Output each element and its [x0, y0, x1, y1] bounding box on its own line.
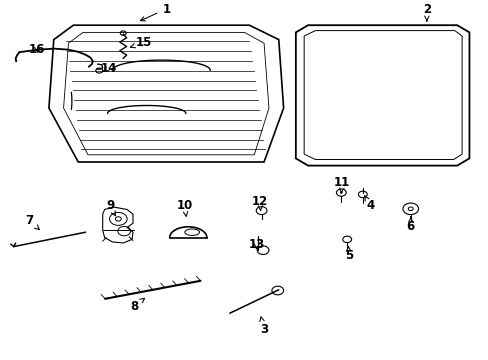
Text: 5: 5 — [345, 246, 352, 262]
Text: 14: 14 — [100, 62, 117, 75]
Text: 6: 6 — [406, 217, 414, 233]
Text: 13: 13 — [248, 238, 264, 251]
Text: 16: 16 — [29, 43, 45, 56]
Text: 10: 10 — [176, 199, 193, 216]
Text: 11: 11 — [333, 176, 350, 193]
Text: 1: 1 — [140, 3, 170, 21]
Text: 8: 8 — [130, 298, 144, 312]
Circle shape — [339, 192, 342, 194]
Text: 7: 7 — [25, 214, 39, 230]
Text: 4: 4 — [364, 196, 373, 212]
Text: 15: 15 — [130, 36, 152, 49]
Text: 3: 3 — [259, 317, 267, 336]
Text: 9: 9 — [106, 199, 115, 216]
Text: 2: 2 — [422, 3, 430, 21]
Text: 12: 12 — [251, 195, 268, 211]
